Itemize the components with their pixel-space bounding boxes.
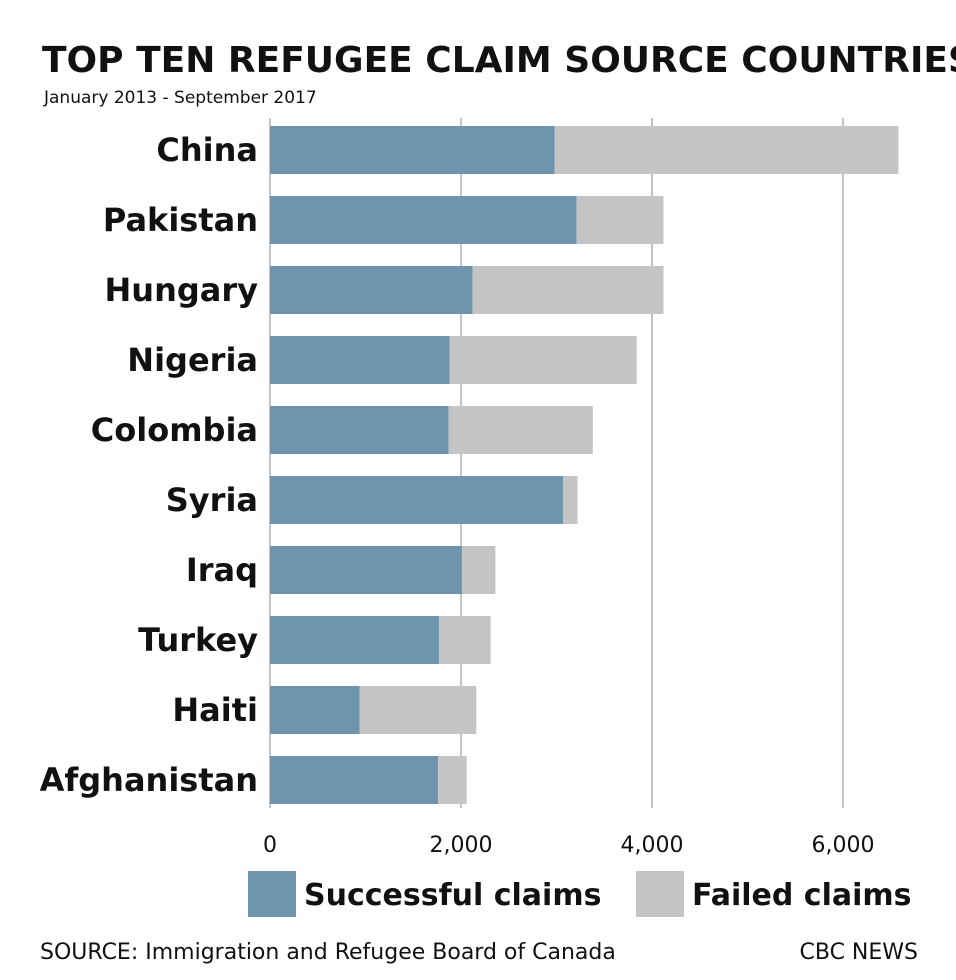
category-label-afghanistan: Afghanistan	[40, 761, 258, 799]
bar-hungary-failed	[472, 266, 664, 314]
source-note: SOURCE: Immigration and Refugee Board of…	[40, 940, 616, 965]
bar-iraq-failed	[461, 546, 496, 594]
bar-haiti-failed	[359, 686, 477, 734]
bar-turkey-successful	[270, 616, 440, 664]
stacked-bar-chart: China Pakistan Hungary Nigeria Colombia Syria…	[40, 118, 912, 917]
x-tick-label-2: 4,000	[621, 833, 684, 858]
category-label-syria: Syria	[166, 481, 258, 519]
bar-afghanistan-successful	[270, 756, 439, 804]
bar-turkey-failed	[439, 616, 491, 664]
bar-hungary-successful	[270, 266, 473, 314]
bar-colombia-failed	[448, 406, 593, 454]
legend-label-successful: Successful claims	[304, 878, 601, 913]
legend-label-failed: Failed claims	[692, 878, 912, 913]
chart-subtitle: January 2013 - September 2017	[44, 88, 317, 108]
category-label-haiti: Haiti	[172, 691, 258, 729]
bar-china-successful	[270, 126, 555, 174]
bar-colombia-successful	[270, 406, 449, 454]
bar-nigeria-failed	[449, 336, 637, 384]
category-label-iraq: Iraq	[186, 551, 258, 589]
x-tick-label-1: 2,000	[430, 833, 493, 858]
bar-pakistan-failed	[576, 196, 664, 244]
brand-credit: CBC NEWS	[799, 940, 919, 965]
bar-syria-failed	[563, 476, 578, 524]
bar-iraq-successful	[270, 546, 462, 594]
x-tick-label-3: 6,000	[812, 833, 875, 858]
category-label-pakistan: Pakistan	[103, 201, 258, 239]
bar-syria-successful	[270, 476, 564, 524]
bar-afghanistan-failed	[438, 756, 467, 804]
category-label-colombia: Colombia	[91, 411, 258, 449]
bar-pakistan-successful	[270, 196, 577, 244]
bar-china-failed	[554, 126, 899, 174]
chart-title: TOP TEN REFUGEE CLAIM SOURCE COUNTRIES	[42, 40, 956, 81]
category-label-nigeria: Nigeria	[127, 341, 258, 379]
category-label-turkey: Turkey	[138, 621, 258, 659]
x-tick-label-0: 0	[263, 833, 277, 858]
bar-haiti-successful	[270, 686, 360, 734]
category-label-hungary: Hungary	[105, 271, 259, 309]
category-label-china: China	[156, 131, 258, 169]
legend-swatch-failed	[636, 871, 684, 917]
legend-swatch-successful	[248, 871, 296, 917]
bar-nigeria-successful	[270, 336, 450, 384]
